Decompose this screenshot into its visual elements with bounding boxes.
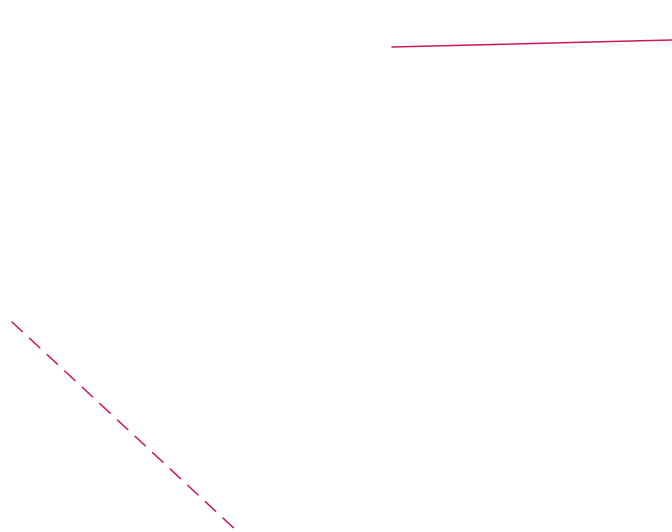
top-solid-line: [391, 39, 672, 48]
left-dashed-line: [11, 321, 239, 532]
